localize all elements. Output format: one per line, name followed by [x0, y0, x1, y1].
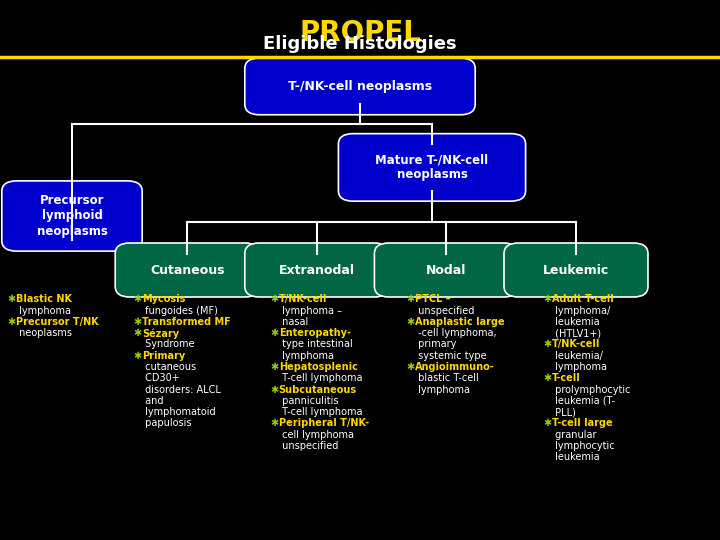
Text: Subcutaneous: Subcutaneous: [279, 384, 357, 395]
Text: and: and: [142, 396, 163, 406]
Text: T/NK-cell: T/NK-cell: [552, 340, 600, 349]
Text: Sézary: Sézary: [142, 328, 179, 339]
FancyBboxPatch shape: [115, 243, 259, 297]
Text: PTCL –: PTCL –: [415, 294, 451, 305]
Text: type intestinal: type intestinal: [279, 340, 352, 349]
FancyBboxPatch shape: [245, 58, 475, 115]
Text: ✱: ✱: [133, 351, 141, 361]
Text: PLL): PLL): [552, 407, 576, 417]
Text: -cell lymphoma,: -cell lymphoma,: [415, 328, 497, 338]
Text: Cutaneous: Cutaneous: [150, 264, 225, 276]
Text: lymphoma: lymphoma: [16, 306, 71, 315]
Text: systemic type: systemic type: [415, 351, 487, 361]
Text: fungoides (MF): fungoides (MF): [142, 306, 217, 315]
Text: Adult T-cell: Adult T-cell: [552, 294, 614, 305]
Text: Precursor
lymphoid
neoplasms: Precursor lymphoid neoplasms: [37, 194, 107, 238]
Text: ✱: ✱: [270, 362, 278, 372]
Text: cell lymphoma: cell lymphoma: [279, 430, 354, 440]
Text: Transformed MF: Transformed MF: [142, 317, 230, 327]
Text: Mature T-/NK-cell
neoplasms: Mature T-/NK-cell neoplasms: [375, 153, 489, 181]
Text: ✱: ✱: [544, 373, 552, 383]
Text: Eligible Histologies: Eligible Histologies: [264, 35, 456, 53]
Text: Anaplastic large: Anaplastic large: [415, 317, 505, 327]
Text: lymphoma: lymphoma: [415, 384, 470, 395]
FancyBboxPatch shape: [338, 134, 526, 201]
Text: ✱: ✱: [270, 418, 278, 428]
Text: disorders: ALCL: disorders: ALCL: [142, 384, 221, 395]
Text: lymphoma/: lymphoma/: [552, 306, 611, 315]
Text: Hepatosplenic: Hepatosplenic: [279, 362, 358, 372]
Text: Peripheral T/NK-: Peripheral T/NK-: [279, 418, 369, 428]
Text: Syndrome: Syndrome: [142, 340, 194, 349]
Text: ✱: ✱: [544, 294, 552, 305]
Text: Precursor T/NK: Precursor T/NK: [16, 317, 99, 327]
Text: PROPEL: PROPEL: [299, 19, 421, 47]
Text: ✱: ✱: [133, 317, 141, 327]
Text: ✱: ✱: [407, 362, 415, 372]
Text: ✱: ✱: [133, 294, 141, 305]
FancyBboxPatch shape: [374, 243, 518, 297]
Text: ✱: ✱: [133, 328, 141, 338]
FancyBboxPatch shape: [2, 181, 143, 251]
Text: panniculitis: panniculitis: [279, 396, 338, 406]
Text: primary: primary: [415, 340, 456, 349]
Text: nasal: nasal: [279, 317, 308, 327]
Text: ✱: ✱: [270, 384, 278, 395]
Text: leukemia: leukemia: [552, 317, 600, 327]
Text: cutaneous: cutaneous: [142, 362, 196, 372]
Text: lymphocytic: lymphocytic: [552, 441, 615, 451]
Text: unspecified: unspecified: [415, 306, 474, 315]
Text: Nodal: Nodal: [426, 264, 467, 276]
Text: ✱: ✱: [544, 340, 552, 349]
Text: ✱: ✱: [270, 294, 278, 305]
Text: lymphoma: lymphoma: [552, 362, 607, 372]
Text: Leukemic: Leukemic: [543, 264, 609, 276]
Text: papulosis: papulosis: [142, 418, 192, 428]
Text: Enteropathy-: Enteropathy-: [279, 328, 351, 338]
FancyBboxPatch shape: [504, 243, 648, 297]
Text: unspecified: unspecified: [279, 441, 338, 451]
Text: (HTLV1+): (HTLV1+): [552, 328, 601, 338]
Text: T-cell large: T-cell large: [552, 418, 613, 428]
Text: ✱: ✱: [270, 328, 278, 338]
Text: Angioimmuno-: Angioimmuno-: [415, 362, 495, 372]
Text: T-cell: T-cell: [552, 373, 581, 383]
Text: ✱: ✱: [407, 317, 415, 327]
Text: blastic T-cell: blastic T-cell: [415, 373, 480, 383]
Text: Extranodal: Extranodal: [279, 264, 355, 276]
Text: T-cell lymphoma: T-cell lymphoma: [279, 373, 362, 383]
Text: T-cell lymphoma: T-cell lymphoma: [279, 407, 362, 417]
Text: lymphoma: lymphoma: [279, 351, 333, 361]
Text: leukemia/: leukemia/: [552, 351, 603, 361]
Text: leukemia: leukemia: [552, 453, 600, 462]
Text: lymphoma –: lymphoma –: [279, 306, 341, 315]
Text: ✱: ✱: [544, 418, 552, 428]
Text: granular: granular: [552, 430, 597, 440]
Text: lymphomatoid: lymphomatoid: [142, 407, 215, 417]
Text: ✱: ✱: [407, 294, 415, 305]
Text: Blastic NK: Blastic NK: [16, 294, 72, 305]
Text: ✱: ✱: [7, 294, 15, 305]
Text: CD30+: CD30+: [142, 373, 179, 383]
FancyBboxPatch shape: [245, 243, 389, 297]
Text: Mycosis: Mycosis: [142, 294, 185, 305]
Text: ✱: ✱: [7, 317, 15, 327]
Text: T-/NK-cell neoplasms: T-/NK-cell neoplasms: [288, 80, 432, 93]
Text: leukemia (T-: leukemia (T-: [552, 396, 616, 406]
Text: prolymphocytic: prolymphocytic: [552, 384, 631, 395]
Text: neoplasms: neoplasms: [16, 328, 72, 338]
Text: Primary: Primary: [142, 351, 185, 361]
Text: T/NK-cell: T/NK-cell: [279, 294, 327, 305]
